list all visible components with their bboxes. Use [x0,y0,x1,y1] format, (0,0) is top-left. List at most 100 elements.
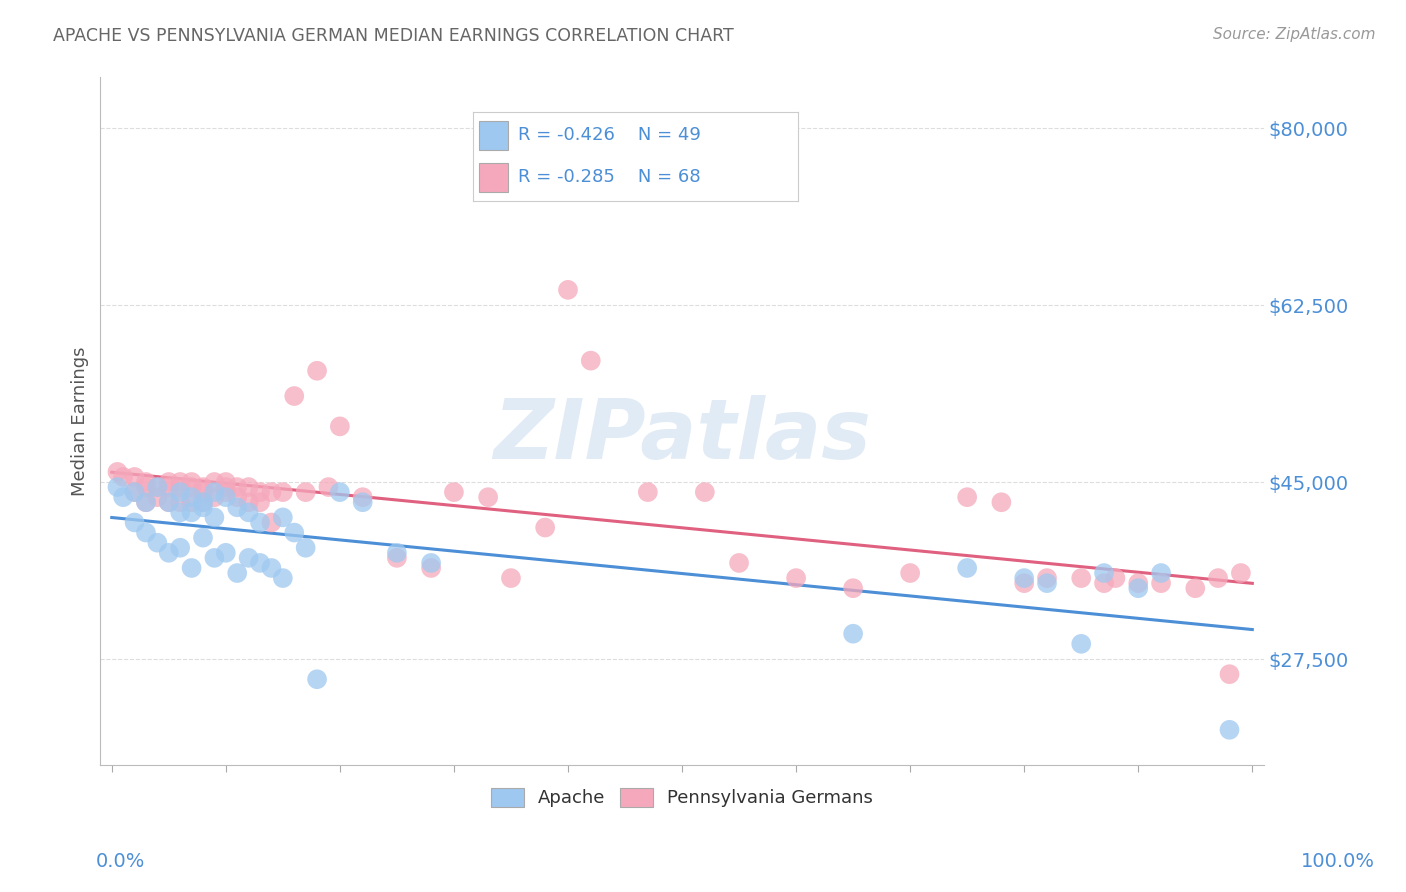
Point [271,485,294,500]
Point [215,480,238,494]
Text: Source: ZipAtlas.com: Source: ZipAtlas.com [1212,27,1375,42]
Point [1070,637,1092,651]
Point [226,500,249,515]
Point [283,525,305,540]
Point [191,495,214,509]
Point [249,495,271,509]
Point [157,480,180,494]
Point [124,485,146,500]
Point [146,480,169,494]
Point [352,495,374,509]
Point [1218,667,1240,681]
Legend: Apache, Pennsylvania Germans: Apache, Pennsylvania Germans [484,780,880,814]
Point [169,541,191,555]
Point [1184,581,1206,595]
Point [157,495,180,509]
Point [990,495,1012,509]
Point [260,561,283,575]
Point [271,510,294,524]
Text: APACHE VS PENNSYLVANIA GERMAN MEDIAN EARNINGS CORRELATION CHART: APACHE VS PENNSYLVANIA GERMAN MEDIAN EAR… [53,27,734,45]
Point [157,546,180,560]
Point [226,566,249,580]
Point [169,475,191,489]
Point [215,490,238,504]
Point [329,485,352,500]
Point [1150,566,1173,580]
Point [107,465,129,479]
Point [557,283,579,297]
Point [1128,576,1150,591]
Point [238,495,260,509]
Point [202,485,225,500]
Point [420,556,443,570]
Point [238,505,260,519]
Point [785,571,807,585]
Point [180,480,202,494]
Point [1092,566,1115,580]
Point [1218,723,1240,737]
Point [1150,576,1173,591]
Point [1104,571,1126,585]
Point [443,485,465,500]
Point [693,485,716,500]
Point [191,495,214,509]
Point [956,561,979,575]
Point [180,561,202,575]
Point [249,485,271,500]
Point [318,480,340,494]
Point [249,556,271,570]
Point [249,516,271,530]
Point [215,475,238,489]
Point [215,546,238,560]
Point [1012,571,1035,585]
Point [135,495,157,509]
Point [260,516,283,530]
Point [202,510,225,524]
Point [294,485,316,500]
Point [191,485,214,500]
Point [1070,571,1092,585]
Point [385,546,408,560]
Point [135,480,157,494]
Point [637,485,659,500]
Point [499,571,522,585]
Point [1206,571,1229,585]
Point [202,550,225,565]
Point [135,495,157,509]
Point [352,490,374,504]
Point [169,495,191,509]
Point [191,531,214,545]
Point [226,490,249,504]
Point [135,525,157,540]
Y-axis label: Median Earnings: Median Earnings [72,347,89,496]
Point [260,485,283,500]
Point [202,490,225,504]
Point [283,389,305,403]
Point [420,561,443,575]
Point [1230,566,1253,580]
Point [842,581,865,595]
Point [180,505,202,519]
Point [307,672,329,686]
Point [157,495,180,509]
Point [146,535,169,549]
Point [169,480,191,494]
Point [728,556,751,570]
Point [124,485,146,500]
Text: 100.0%: 100.0% [1301,852,1375,871]
Point [1012,576,1035,591]
Point [477,490,499,504]
Point [842,626,865,640]
Point [107,480,129,494]
Text: 0.0%: 0.0% [96,852,145,871]
Point [157,475,180,489]
Point [180,495,202,509]
Point [146,490,169,504]
Point [579,353,602,368]
Point [238,480,260,494]
Point [1128,581,1150,595]
Text: ZIPatlas: ZIPatlas [494,394,870,475]
Point [180,475,202,489]
Point [202,475,225,489]
Point [1092,576,1115,591]
